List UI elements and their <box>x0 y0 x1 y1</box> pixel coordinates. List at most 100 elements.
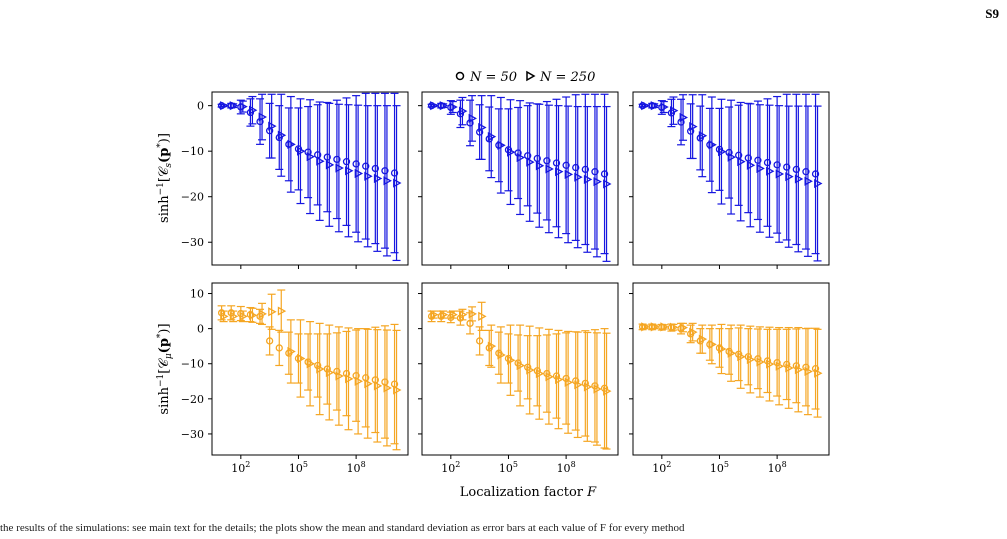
data-point <box>756 163 765 174</box>
data-point <box>277 130 287 140</box>
data-point <box>256 312 264 320</box>
data-point <box>304 148 312 156</box>
data-point <box>689 122 698 132</box>
data-point <box>306 152 316 162</box>
data-point <box>485 135 493 143</box>
data-point <box>545 164 554 174</box>
data-point <box>268 121 277 131</box>
data-point <box>572 163 580 172</box>
data-point <box>456 110 465 118</box>
x-tick-label: 108 <box>557 460 576 475</box>
data-point <box>373 173 383 184</box>
data-point <box>325 367 335 378</box>
data-point <box>430 101 439 111</box>
data-point <box>650 322 660 332</box>
data-point <box>737 157 746 167</box>
panel-row2-col2: 102 105 108 <box>418 282 619 475</box>
data-point <box>345 166 354 176</box>
data-point <box>583 174 593 185</box>
data-point <box>718 344 727 354</box>
data-point <box>478 122 487 133</box>
data-point <box>516 360 526 371</box>
data-point <box>660 102 669 112</box>
y-tick-label: 10 <box>190 288 204 301</box>
data-point <box>572 377 580 385</box>
data-point <box>564 377 574 387</box>
data-point <box>497 140 506 150</box>
data-point <box>487 341 497 351</box>
series-n250 <box>429 95 612 262</box>
data-point <box>335 371 344 381</box>
data-point <box>552 159 561 167</box>
y-axis-label: sinh−1[𝒞s(p*)] <box>156 133 174 223</box>
data-point <box>507 355 516 365</box>
data-point <box>504 146 513 154</box>
data-point <box>294 145 303 153</box>
data-point <box>698 131 708 141</box>
panel-row2-col1: 10 0 −10 −20 −30 102 105 108 <box>181 282 409 475</box>
data-point <box>524 363 532 371</box>
data-point <box>754 355 762 363</box>
data-point <box>335 163 344 173</box>
data-point <box>325 160 335 170</box>
data-point <box>555 167 564 177</box>
data-point <box>660 322 669 332</box>
data-point <box>373 381 383 391</box>
x-tick-label: 102 <box>652 460 671 475</box>
data-point <box>430 309 439 320</box>
data-point <box>268 307 277 317</box>
y-tick-label: 0 <box>197 323 204 336</box>
data-point <box>581 165 589 174</box>
data-point <box>756 357 765 367</box>
data-point <box>475 128 484 136</box>
data-point <box>487 132 497 142</box>
panel-row1-col1: 0 −10 −20 −30 <box>181 91 409 269</box>
data-point <box>754 156 762 164</box>
data-point <box>574 380 583 390</box>
data-point <box>775 361 785 371</box>
data-point <box>555 374 564 385</box>
data-point <box>229 311 239 321</box>
data-point <box>364 379 373 389</box>
data-point <box>364 171 373 181</box>
data-point <box>507 147 516 157</box>
data-point <box>287 346 296 357</box>
panel-row2-col3: 102 105 108 <box>629 282 830 475</box>
data-point <box>718 147 727 157</box>
data-point <box>342 369 351 378</box>
data-point <box>456 314 465 322</box>
data-point <box>526 157 535 167</box>
data-point <box>533 154 541 163</box>
data-point <box>535 161 545 171</box>
data-point <box>677 118 685 126</box>
data-point <box>725 148 733 157</box>
y-labels: sinh−1[𝒞s(p*)] sinh−1[𝒞μ(p*)] <box>156 133 174 415</box>
x-tick-label: 105 <box>710 460 729 475</box>
legend-item: N = 250 <box>526 70 595 85</box>
data-point <box>447 313 455 322</box>
data-point <box>220 101 229 111</box>
data-point <box>297 146 306 156</box>
data-point <box>783 360 791 369</box>
data-point <box>814 178 823 189</box>
x-tick-label: 105 <box>499 460 518 475</box>
data-point <box>794 365 804 375</box>
data-point <box>696 134 704 142</box>
y-tick-label: −10 <box>181 358 204 371</box>
data-point <box>591 382 599 390</box>
data-point <box>323 153 331 161</box>
data-point <box>727 348 737 358</box>
data-point <box>552 372 561 380</box>
data-point <box>277 306 287 316</box>
data-point <box>766 359 775 369</box>
data-point <box>603 179 612 189</box>
data-point <box>698 334 708 344</box>
data-point <box>593 177 602 187</box>
data-point <box>316 364 325 374</box>
legend: N = 50 N = 250 <box>455 70 595 85</box>
data-point <box>497 350 506 360</box>
data-point <box>562 161 570 169</box>
data-point <box>792 362 800 370</box>
data-point <box>297 353 306 364</box>
